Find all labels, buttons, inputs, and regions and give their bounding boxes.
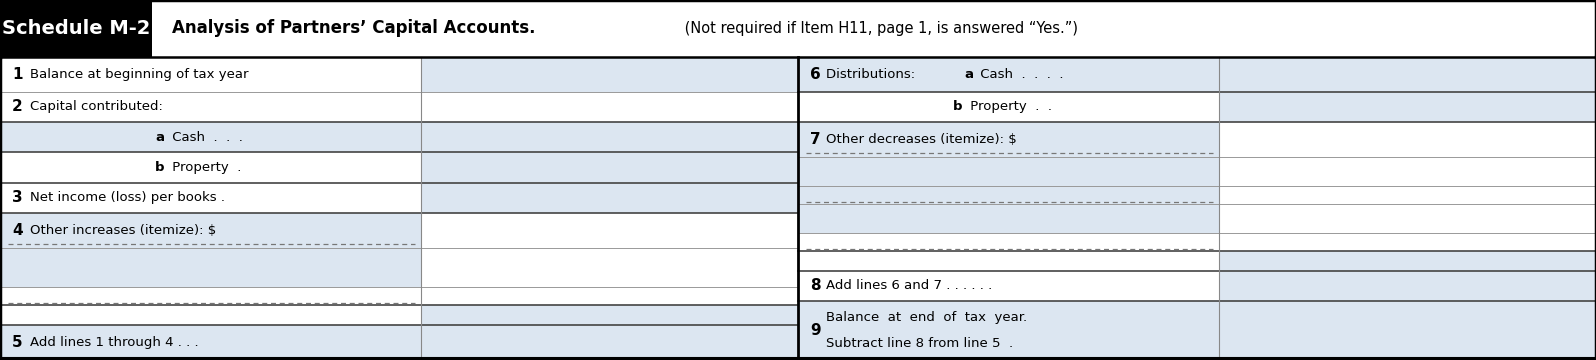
Text: Property  .  .: Property . .: [966, 100, 1052, 113]
Bar: [798, 204, 1219, 233]
Text: Capital contributed:: Capital contributed:: [30, 100, 163, 113]
Bar: [0, 248, 421, 287]
Bar: [798, 57, 1219, 92]
Text: Analysis of Partners’ Capital Accounts.: Analysis of Partners’ Capital Accounts.: [172, 19, 536, 37]
Bar: [0, 0, 152, 57]
Text: 6: 6: [811, 67, 820, 82]
Text: Property  .: Property .: [168, 161, 241, 174]
Bar: [0, 325, 421, 360]
Bar: [798, 122, 1219, 157]
Text: a: a: [155, 131, 164, 144]
Text: Other decreases (itemize): $: Other decreases (itemize): $: [827, 133, 1017, 146]
Bar: [1219, 92, 1596, 122]
Text: 5: 5: [13, 335, 22, 350]
Text: 3: 3: [13, 190, 22, 205]
Bar: [421, 183, 796, 213]
Bar: [1219, 57, 1596, 92]
Bar: [1219, 271, 1596, 301]
Text: (Not required if Item H11, page 1, is answered “Yes.”): (Not required if Item H11, page 1, is an…: [680, 21, 1077, 36]
Text: 2: 2: [13, 99, 22, 114]
Text: Subtract line 8 from line 5  .: Subtract line 8 from line 5 .: [827, 337, 1013, 350]
Bar: [1219, 251, 1596, 271]
Text: 8: 8: [811, 278, 820, 293]
Bar: [421, 57, 796, 92]
Text: Add lines 6 and 7 . . . . . .: Add lines 6 and 7 . . . . . .: [827, 279, 993, 292]
Text: Balance at beginning of tax year: Balance at beginning of tax year: [30, 68, 249, 81]
Text: Cash  .  .  .: Cash . . .: [168, 131, 243, 144]
Text: Cash  .  .  .  .: Cash . . . .: [977, 68, 1063, 81]
Text: b: b: [953, 100, 962, 113]
Bar: [421, 122, 796, 152]
Bar: [798, 157, 1219, 186]
Bar: [0, 122, 421, 152]
Text: 1: 1: [13, 67, 22, 82]
Bar: [421, 305, 796, 325]
Text: Schedule M-2: Schedule M-2: [2, 19, 150, 38]
Text: a: a: [964, 68, 974, 81]
Text: Other increases (itemize): $: Other increases (itemize): $: [30, 224, 215, 237]
Text: 4: 4: [13, 223, 22, 238]
Text: Distributions:: Distributions:: [827, 68, 924, 81]
Text: 7: 7: [811, 132, 820, 147]
Text: Net income (loss) per books .: Net income (loss) per books .: [30, 191, 225, 204]
Text: Balance  at  end  of  tax  year.: Balance at end of tax year.: [827, 311, 1028, 324]
Text: Add lines 1 through 4 . . .: Add lines 1 through 4 . . .: [30, 336, 198, 349]
Text: 9: 9: [811, 323, 820, 338]
Bar: [798, 301, 1219, 360]
Bar: [1219, 301, 1596, 360]
Bar: [798, 186, 1219, 204]
Bar: [0, 213, 421, 248]
Text: b: b: [155, 161, 164, 174]
Bar: [421, 152, 796, 183]
Bar: [421, 325, 796, 360]
